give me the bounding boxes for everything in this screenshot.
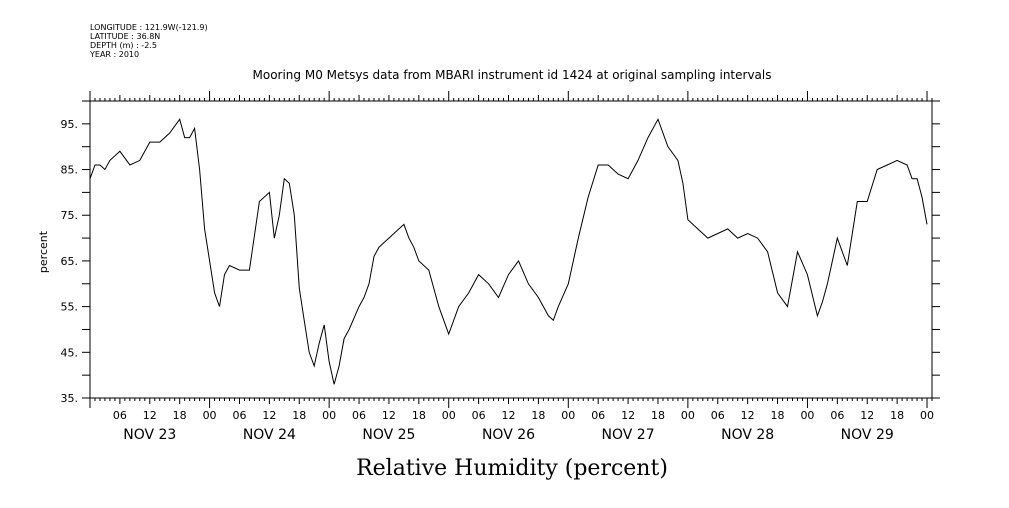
x-tick-label: 06	[352, 409, 366, 422]
x-tick-label: 12	[860, 409, 874, 422]
y-tick-label: 65.	[61, 255, 79, 268]
x-tick-label: 12	[502, 409, 516, 422]
meta-line-year: YEAR : 2010	[89, 50, 139, 59]
x-tick-label: 18	[531, 409, 545, 422]
x-day-label: NOV 24	[243, 427, 296, 443]
x-tick-label: 06	[591, 409, 605, 422]
x-tick-label: 18	[771, 409, 785, 422]
x-tick-label: 18	[173, 409, 187, 422]
x-tick-label: 12	[262, 409, 276, 422]
x-day-label: NOV 25	[362, 427, 415, 443]
x-tick-label: 12	[621, 409, 635, 422]
x-tick-label: 00	[920, 409, 934, 422]
x-tick-label: 00	[681, 409, 695, 422]
ticks-layer	[82, 91, 940, 408]
x-tick-label: 18	[292, 409, 306, 422]
plot-frame	[89, 100, 933, 399]
x-tick-label: 12	[741, 409, 755, 422]
x-tick-label: 18	[890, 409, 904, 422]
x-tick-label: 06	[232, 409, 246, 422]
y-tick-label: 35.	[61, 392, 79, 405]
x-day-label: NOV 26	[482, 427, 535, 443]
x-day-label: NOV 28	[721, 427, 774, 443]
labels-layer: 06 12 18 00 06 12 18 00 06 12 18 00 06 12 18 00 06 12 18 00…	[61, 118, 935, 443]
x-day-label: NOV 23	[123, 427, 176, 443]
x-tick-label: 06	[113, 409, 127, 422]
x-tick-label: 18	[412, 409, 426, 422]
x-tick-label: 06	[830, 409, 844, 422]
y-tick-label: 95.	[61, 118, 79, 131]
x-tick-label: 00	[322, 409, 336, 422]
meta-line-depth: DEPTH (m) : -2.5	[90, 41, 157, 50]
x-tick-label: 06	[472, 409, 486, 422]
x-tick-label: 00	[203, 409, 217, 422]
y-tick-label: 85.	[61, 164, 79, 177]
meta-line-latitude: LATITUDE : 36.8N	[90, 32, 160, 41]
series-layer	[89, 118, 928, 385]
x-tick-label: 18	[651, 409, 665, 422]
x-tick-label: 12	[382, 409, 396, 422]
series-line-0	[89, 118, 928, 385]
y-tick-label: 45.	[61, 346, 79, 359]
chart-title: Mooring M0 Metsys data from MBARI instru…	[253, 68, 772, 82]
x-tick-label: 06	[711, 409, 725, 422]
meta-line-longitude: LONGITUDE : 121.9W(-121.9)	[90, 23, 208, 32]
y-axis-label: percent	[37, 230, 50, 273]
x-day-label: NOV 29	[841, 427, 894, 443]
y-tick-label: 75.	[61, 209, 79, 222]
x-tick-label: 12	[143, 409, 157, 422]
x-tick-label: 00	[561, 409, 575, 422]
y-tick-label: 55.	[61, 301, 79, 314]
x-tick-label: 00	[800, 409, 814, 422]
x-tick-label: 00	[442, 409, 456, 422]
chart-subtitle: Relative Humidity (percent)	[356, 456, 668, 481]
x-day-label: NOV 27	[602, 427, 655, 443]
